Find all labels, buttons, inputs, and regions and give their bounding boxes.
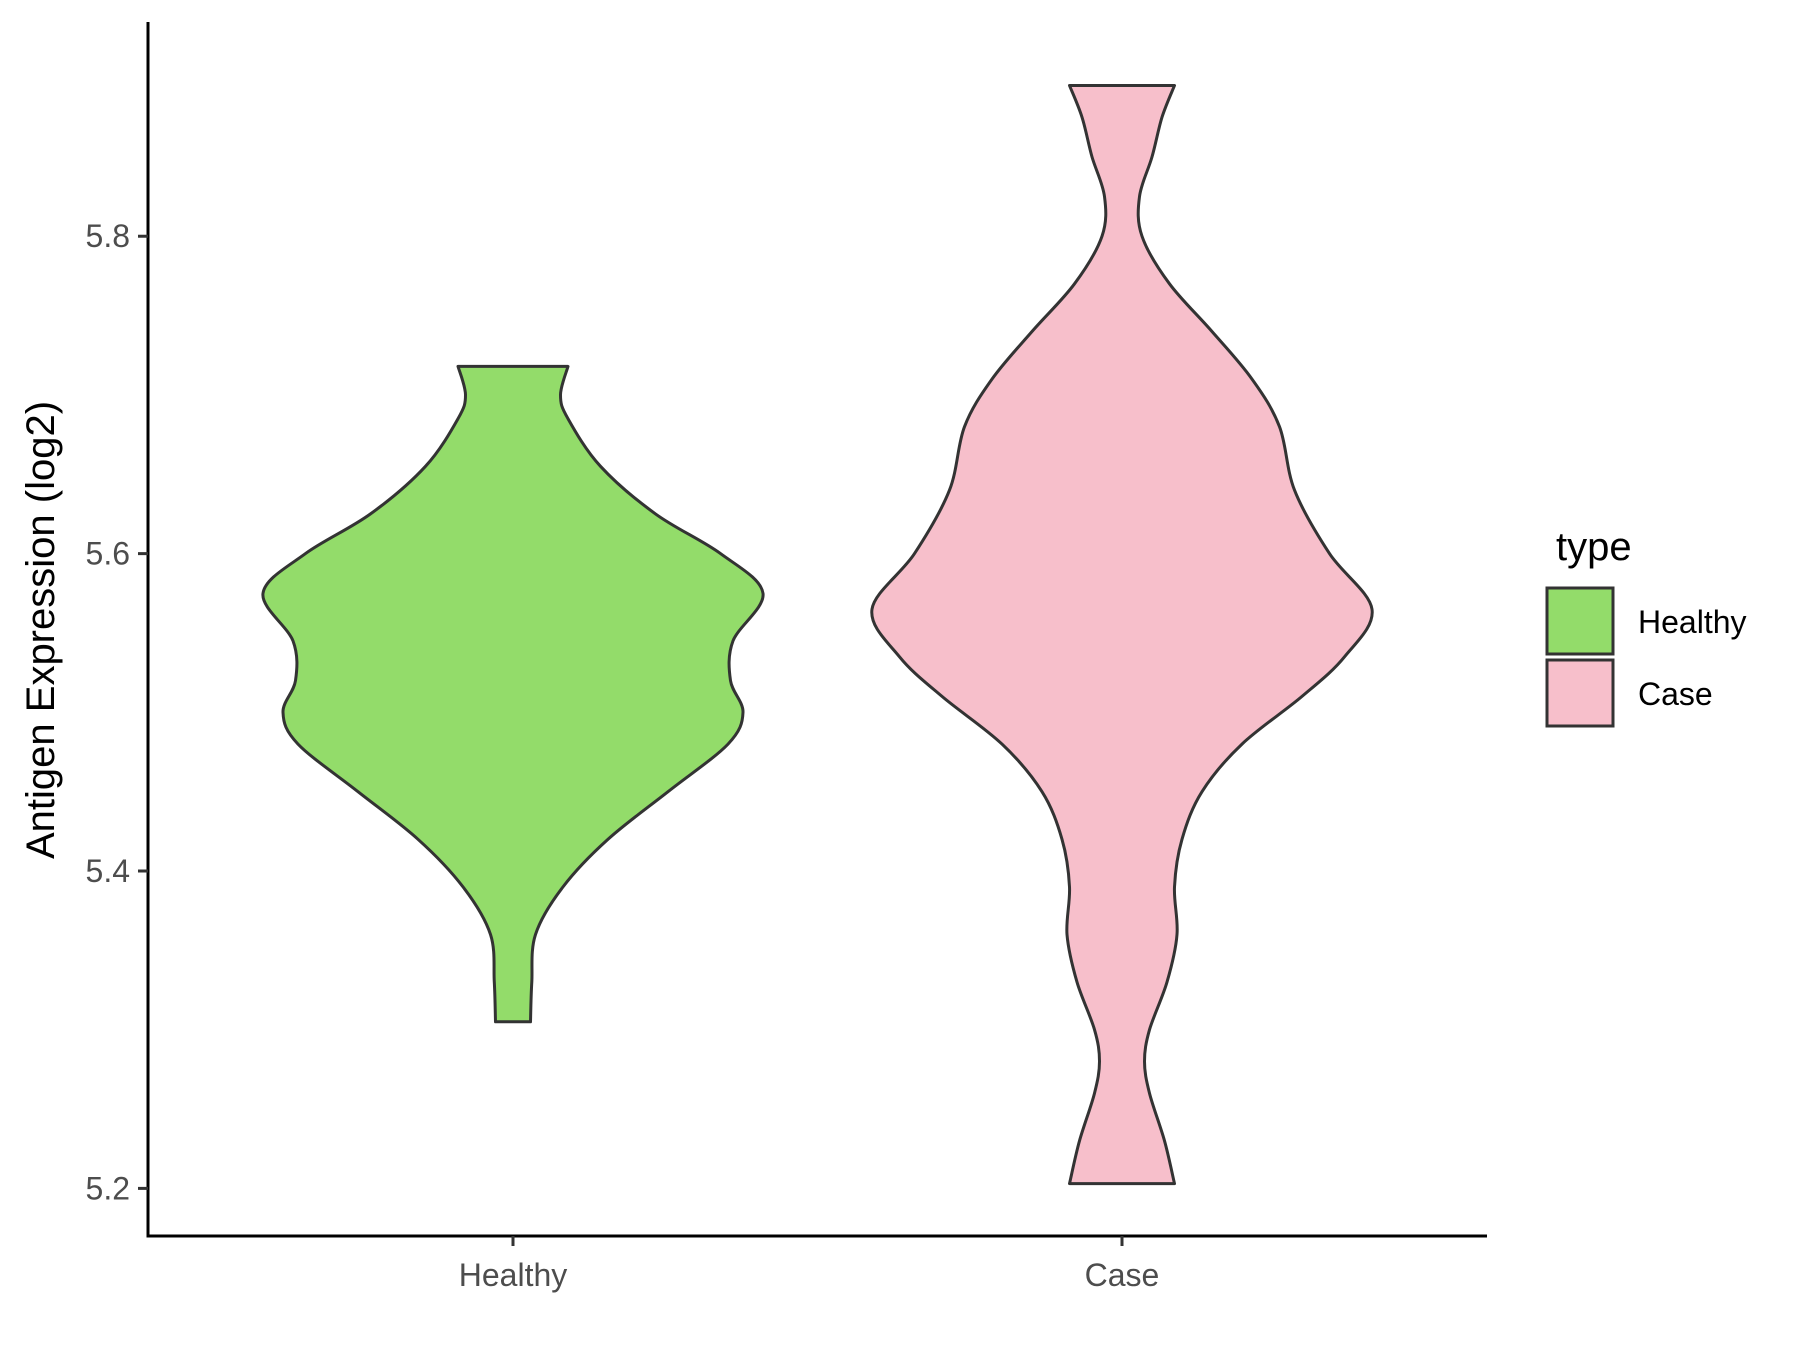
y-axis-title: Antigen Expression (log2): [19, 401, 63, 859]
violin-case: [870, 84, 1374, 1186]
y-tick-label: 5.2: [86, 1170, 130, 1206]
violin-healthy: [261, 364, 765, 1024]
legend-label: Healthy: [1638, 604, 1747, 640]
violin-layer: [261, 84, 1374, 1186]
y-tick-label: 5.8: [86, 218, 130, 254]
legend: type Healthy Case: [1545, 525, 1747, 728]
x-tick-label: Case: [1085, 1257, 1160, 1293]
y-tick-label: 5.4: [86, 853, 130, 889]
y-axis-ticks: 5.2 5.4 5.6 5.8: [86, 218, 148, 1206]
y-tick-label: 5.6: [86, 536, 130, 572]
legend-key-healthy: [1545, 586, 1615, 656]
legend-label: Case: [1638, 676, 1713, 712]
x-axis-ticks: Healthy Case: [459, 1236, 1160, 1293]
legend-title: type: [1556, 525, 1632, 569]
legend-key-case: [1545, 658, 1615, 728]
x-tick-label: Healthy: [459, 1257, 568, 1293]
